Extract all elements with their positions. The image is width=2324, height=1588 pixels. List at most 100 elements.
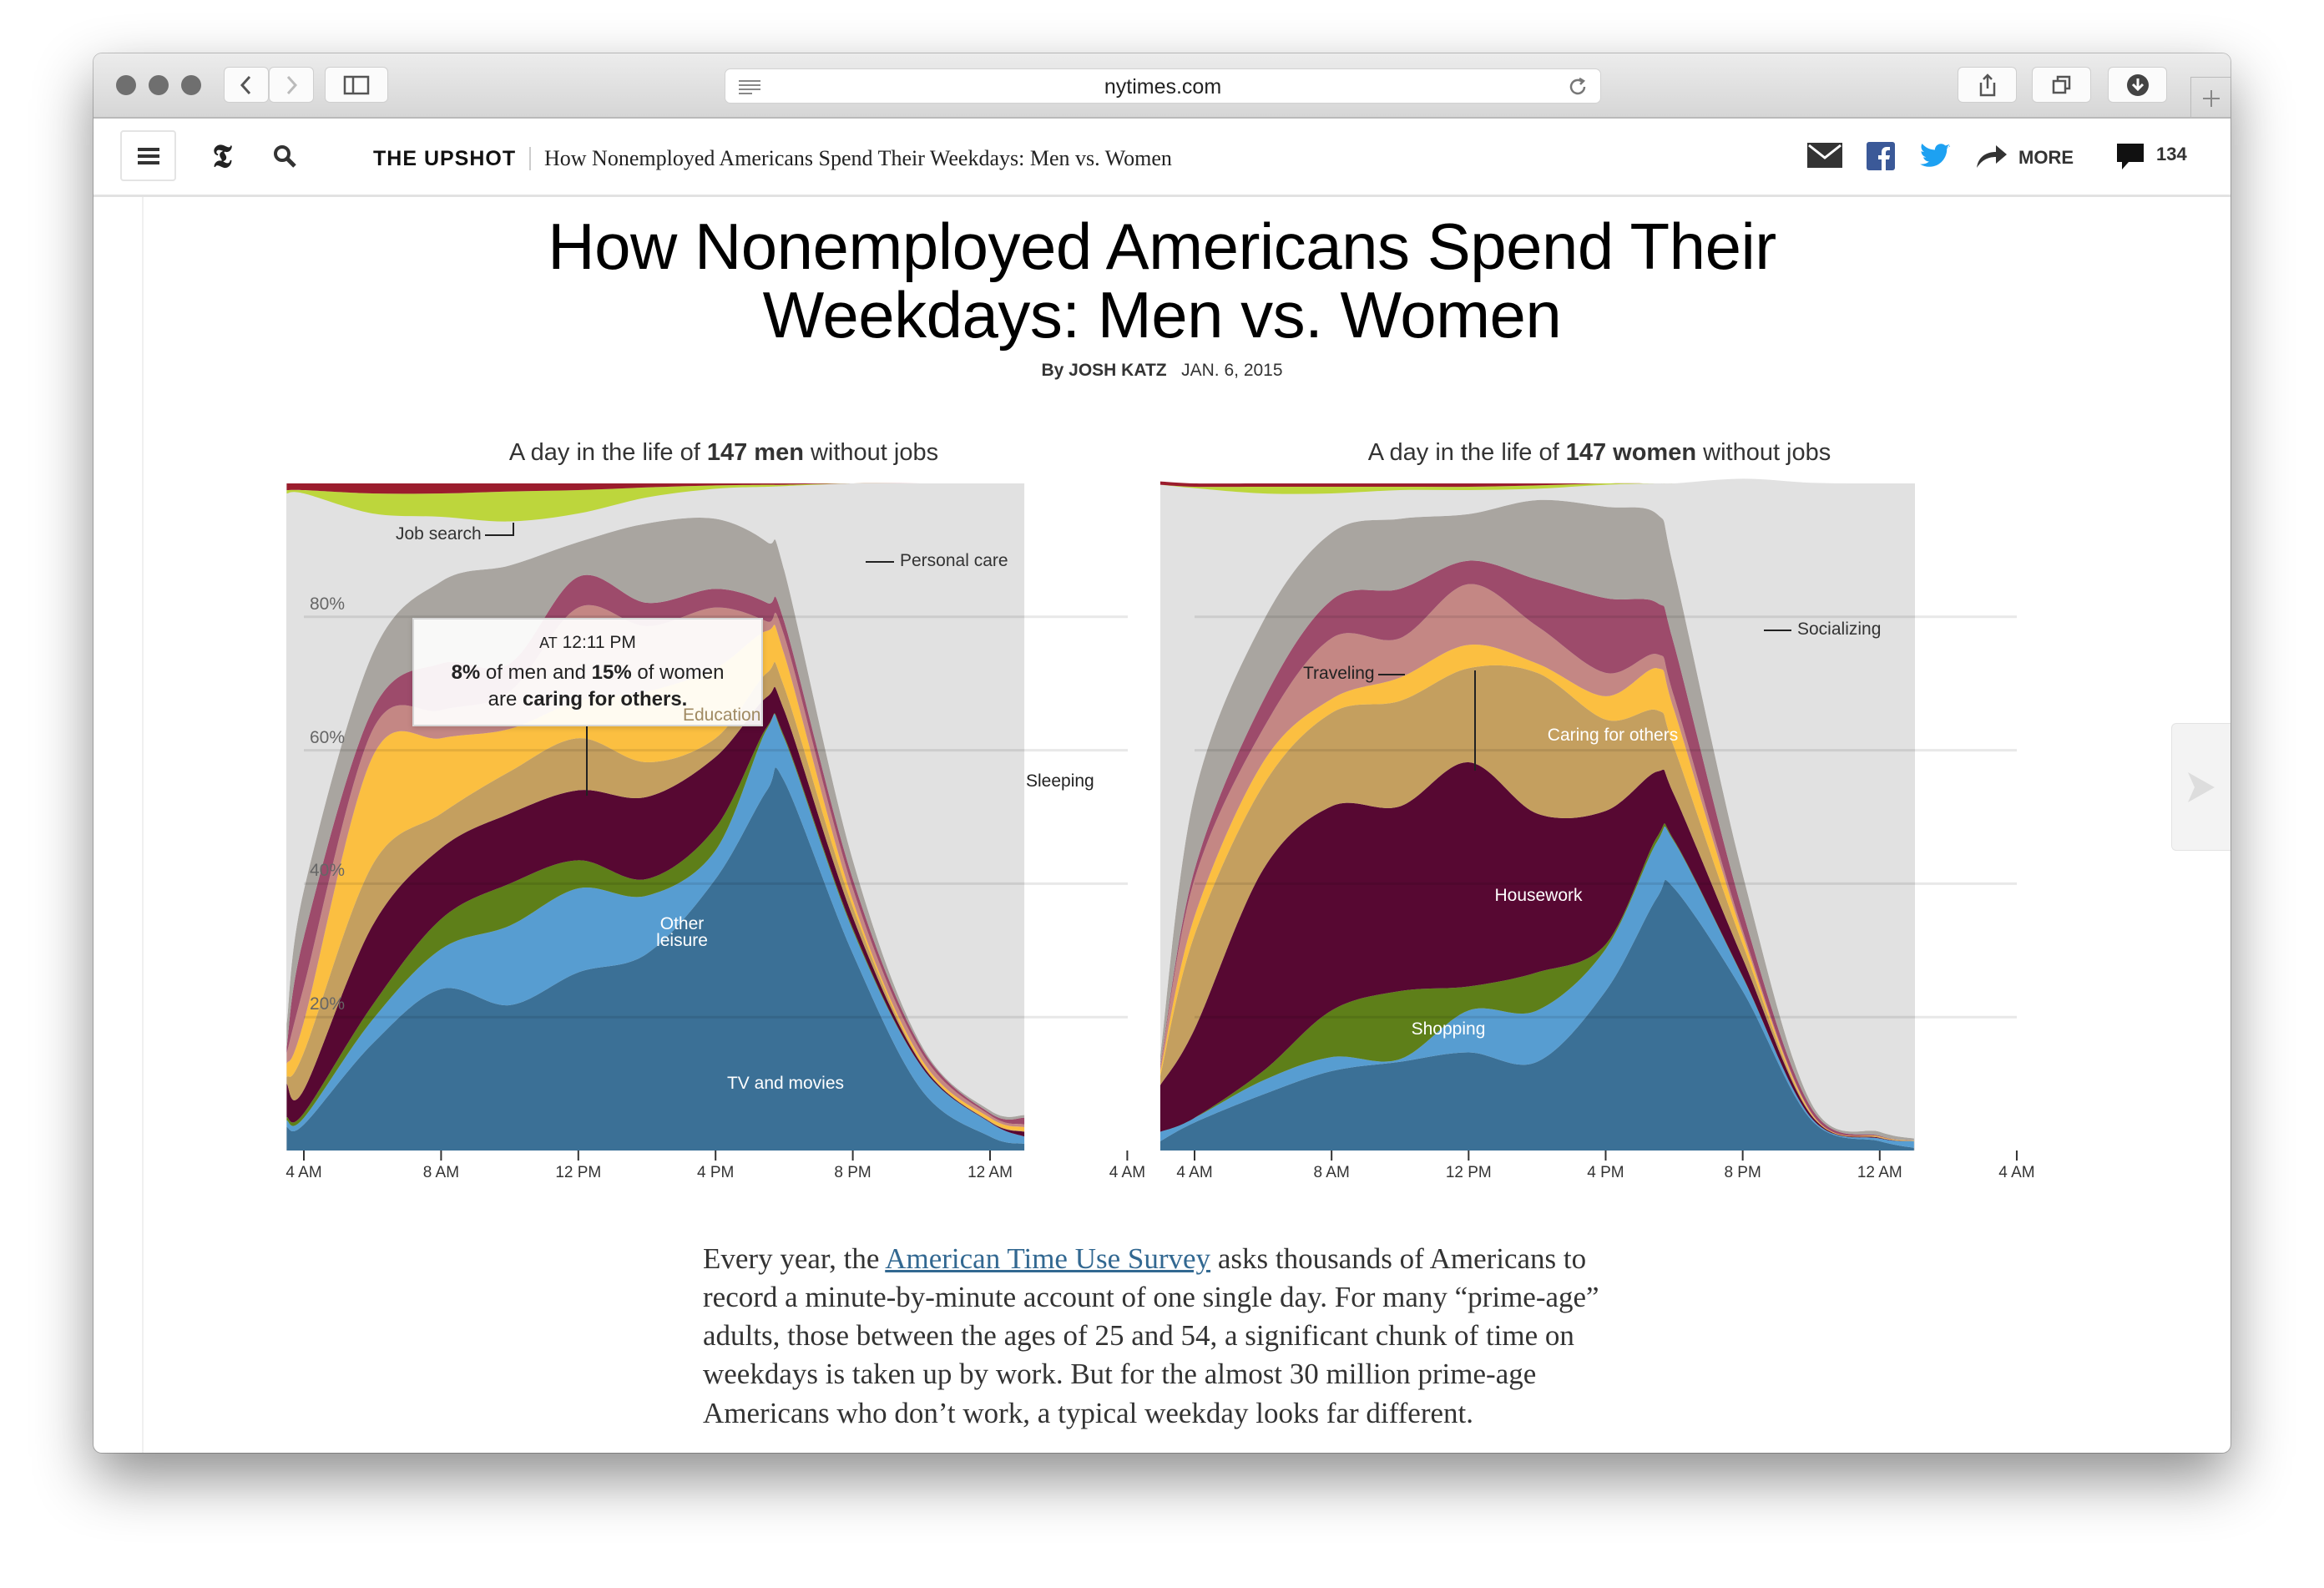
tabs-icon: [2052, 75, 2070, 94]
reload-icon[interactable]: [1567, 76, 1589, 98]
chevron-right-icon: [2188, 771, 2215, 802]
label-socializing: Socializing: [1797, 620, 1882, 639]
next-article-button[interactable]: [2171, 723, 2231, 851]
label-sleeping: Sleeping: [1026, 771, 1094, 791]
downloads-button[interactable]: [2108, 67, 2167, 103]
label-traveling: Traveling: [1303, 664, 1375, 683]
x-tick-label: 4 PM: [697, 1164, 735, 1181]
tabs-button[interactable]: [2032, 67, 2091, 103]
label-shopping: Shopping: [1411, 1019, 1486, 1039]
y-tick-label: 60%: [310, 727, 346, 747]
x-tick-label: 4 AM: [285, 1164, 322, 1181]
facebook-share-button[interactable]: [1867, 142, 1895, 170]
more-share-button[interactable]: [1974, 142, 2009, 170]
forward-button[interactable]: [269, 67, 314, 103]
tooltip-text: of men and: [480, 661, 592, 684]
facebook-icon: [1867, 142, 1895, 170]
back-button[interactable]: [224, 67, 269, 103]
close-window-button[interactable]: [116, 75, 136, 95]
article-title-line-2: Weekdays: Men vs. Women: [762, 278, 1562, 351]
label-personal-care: Personal care: [900, 551, 1008, 570]
tooltip-prefix: AT: [539, 635, 558, 651]
plus-icon: [2202, 89, 2220, 107]
area-tv-and-movies[interactable]: [286, 767, 1025, 1151]
x-tick-label: 12 AM: [967, 1164, 1013, 1181]
byline: By JOSH KATZ JAN. 6, 2015: [0, 361, 2324, 381]
label-other-leisure: Other leisure: [656, 914, 708, 950]
zoom-window-button[interactable]: [181, 75, 201, 95]
x-tick-label: 8 PM: [834, 1164, 872, 1181]
divider: [529, 147, 531, 170]
area-housework[interactable]: [1159, 761, 1914, 1141]
more-label[interactable]: MORE: [2018, 147, 2074, 168]
area-job-search[interactable]: [286, 483, 1025, 522]
y-tick-label: 20%: [310, 994, 346, 1014]
publish-date: JAN. 6, 2015: [1181, 361, 1283, 380]
area-education[interactable]: [286, 625, 1025, 1131]
comment-icon: [2117, 144, 2144, 169]
sections-menu-button[interactable]: [120, 130, 176, 181]
body-text: asks thousands of Americans to: [1210, 1242, 1587, 1275]
x-tick-label: 8 AM: [422, 1164, 460, 1181]
search-button[interactable]: [270, 142, 299, 170]
label-housework: Housework: [1494, 886, 1583, 905]
download-icon: [2126, 73, 2149, 96]
tooltip-women-pct: 15%: [591, 661, 632, 684]
label-education: Education: [683, 705, 761, 725]
title-text: A day in the life of: [508, 439, 707, 466]
x-tick-label: 4 AM: [1998, 1164, 2035, 1181]
title-bold: 147 women: [1565, 439, 1697, 466]
area-shopping[interactable]: [1159, 823, 1914, 1141]
area-top[interactable]: [1159, 478, 1914, 488]
section-name[interactable]: THE UPSHOT: [373, 147, 517, 170]
hover-tooltip: AT 12:11 PM 8% of men and 15% of women a…: [412, 618, 763, 726]
tooltip-line-2: are caring for others.: [414, 688, 761, 711]
minimize-window-button[interactable]: [149, 75, 169, 95]
area-sleeping[interactable]: [286, 483, 1025, 1117]
comments-button[interactable]: [2115, 142, 2145, 172]
byline-prefix: By: [1041, 361, 1064, 380]
label-job-search: Job search: [396, 524, 482, 544]
sidebar-toggle-button[interactable]: [325, 67, 388, 103]
x-tick-label: 4 AM: [1109, 1164, 1146, 1181]
tooltip-text: are: [488, 688, 523, 711]
x-tick-label: 8 PM: [1724, 1164, 1761, 1181]
comment-count[interactable]: 134: [2156, 144, 2187, 164]
x-tick-label: 4 AM: [1176, 1164, 1213, 1181]
hamburger-icon: [137, 147, 159, 164]
body-line: adults, those between the ages of 25 and…: [703, 1319, 1574, 1352]
area-job-search[interactable]: [1159, 478, 1914, 494]
area-sleeping[interactable]: [1159, 478, 1914, 1139]
area-other-leisure[interactable]: [1159, 826, 1914, 1148]
title-text: without jobs: [1696, 439, 1831, 466]
x-tick-label: 12 PM: [555, 1164, 602, 1181]
content-border: [142, 197, 144, 1453]
url-text: nytimes.com: [1104, 75, 1222, 99]
new-tab-button[interactable]: [2190, 77, 2231, 119]
title-text: without jobs: [803, 439, 939, 466]
body-line: weekdays is taken up by work. But for th…: [703, 1358, 1537, 1390]
email-share-button[interactable]: [1807, 142, 1842, 169]
tooltip-text: of women: [631, 661, 725, 684]
atus-link[interactable]: American Time Use Survey: [885, 1242, 1211, 1275]
area-tv-and-movies[interactable]: [1159, 879, 1914, 1151]
area-caring-for-others[interactable]: [1159, 665, 1914, 1141]
area-other-leisure[interactable]: [286, 714, 1025, 1145]
x-tick-label: 8 AM: [1313, 1164, 1350, 1181]
area-top[interactable]: [286, 483, 1025, 494]
area-housework[interactable]: [286, 686, 1025, 1137]
women-chart-title: A day in the life of 147 women without j…: [1162, 439, 2037, 467]
x-tick-label: 12 PM: [1445, 1164, 1492, 1181]
share-button[interactable]: [1958, 67, 2017, 103]
browser-toolbar: nytimes.com: [93, 53, 2231, 119]
nyt-logo-icon[interactable]: 𝕿: [212, 139, 232, 174]
author-link[interactable]: JOSH KATZ: [1069, 361, 1167, 380]
y-tick-label: 80%: [310, 594, 346, 614]
site-header: 𝕿 THE UPSHOT How Nonemployed Americans S…: [93, 119, 2231, 197]
address-bar[interactable]: nytimes.com: [725, 68, 1601, 104]
tooltip-activity: caring for others.: [522, 688, 688, 711]
twitter-share-button[interactable]: [1920, 142, 1950, 170]
share-icon: [1979, 73, 1995, 96]
